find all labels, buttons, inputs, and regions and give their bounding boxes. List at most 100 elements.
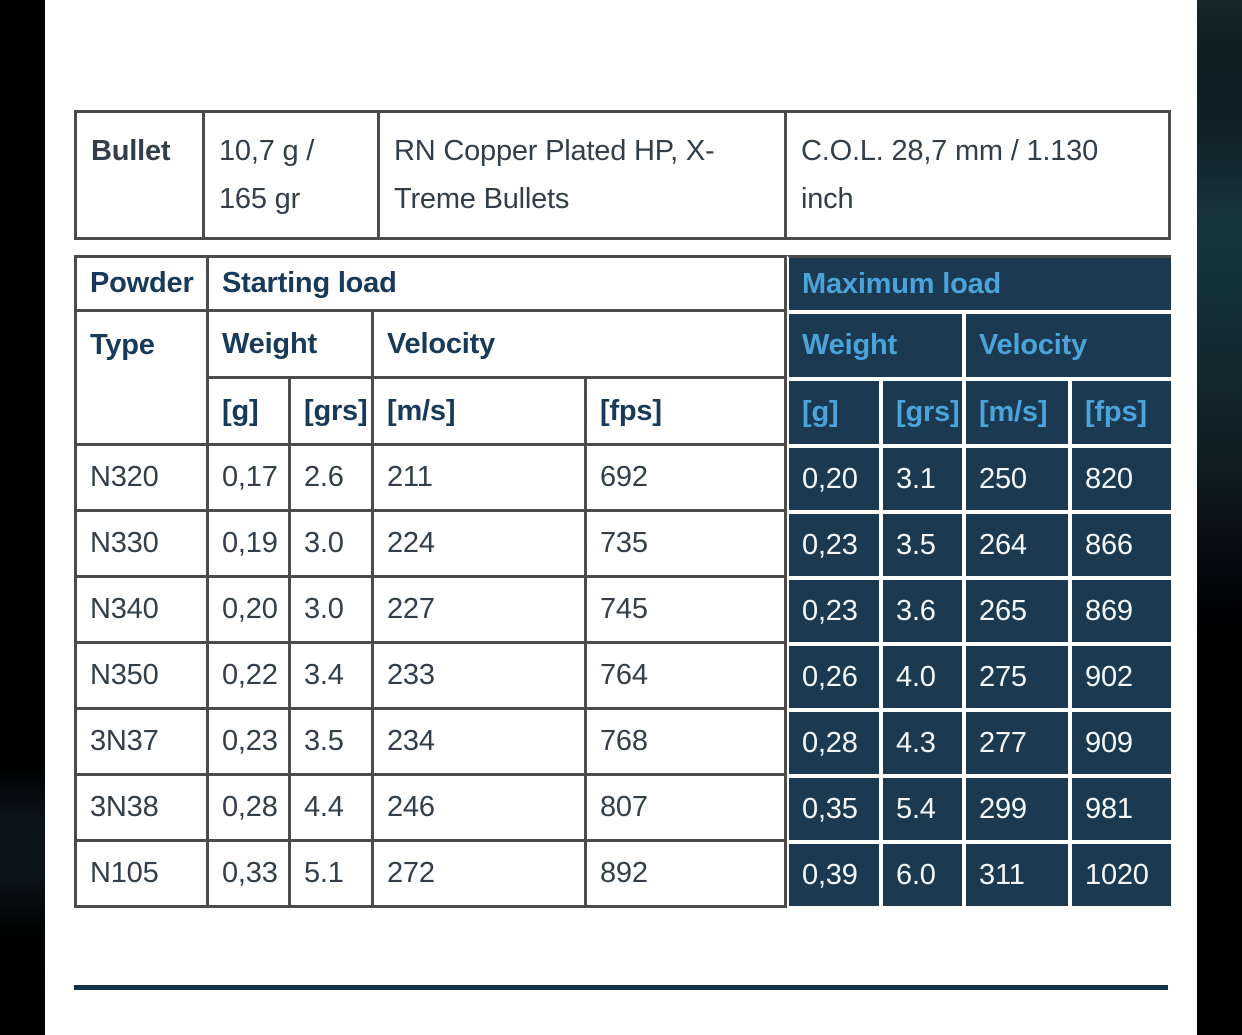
maximum-weight-g-cell: 0,23 xyxy=(787,512,882,578)
starting-velocity-ms-cell: 227 xyxy=(374,578,587,644)
maximum-weight-g-cell: 0,26 xyxy=(787,644,882,710)
powder-type-cell: N320 xyxy=(74,446,209,512)
maximum-velocity-ms-cell: 250 xyxy=(964,446,1071,512)
starting-velocity-fps-cell: 768 xyxy=(587,710,788,776)
starting-weight-g-cell: 0,19 xyxy=(209,512,291,578)
load-table-header-row-1: Powder Starting load Maximum load xyxy=(74,255,1172,312)
starting-unit-ms: [m/s] xyxy=(374,379,587,446)
starting-weight-grs-cell: 3.5 xyxy=(291,710,374,776)
maximum-weight-grs-cell: 3.6 xyxy=(881,578,965,644)
bullet-description: RN Copper Plated HP, X-Treme Bullets xyxy=(380,110,787,240)
load-table-data-row: N320 0,17 2.6 211 692 0,20 3.1 250 820 xyxy=(74,446,1172,512)
load-table-data-row: N105 0,33 5.1 272 892 0,39 6.0 311 1020 xyxy=(74,842,1172,908)
maximum-unit-grs: [grs] xyxy=(881,379,965,446)
load-data-table: Powder Starting load Maximum load Type W… xyxy=(74,255,1172,908)
starting-weight-grs-cell: 5.1 xyxy=(291,842,374,908)
load-table-body: Powder Starting load Maximum load Type W… xyxy=(74,255,1172,908)
maximum-velocity-ms-cell: 264 xyxy=(964,512,1071,578)
starting-velocity-fps-cell: 892 xyxy=(587,842,788,908)
starting-weight-g-cell: 0,23 xyxy=(209,710,291,776)
bullet-weight-value: 10,7 g / 165 gr xyxy=(205,110,380,240)
bullet-info-table: Bullet 10,7 g / 165 gr RN Copper Plated … xyxy=(74,110,1171,240)
maximum-velocity-ms-cell: 311 xyxy=(964,842,1071,908)
maximum-velocity-ms-cell: 265 xyxy=(964,578,1071,644)
starting-load-header: Starting load xyxy=(209,255,788,312)
starting-velocity-header: Velocity xyxy=(374,312,788,379)
load-table-data-row: N330 0,19 3.0 224 735 0,23 3.5 264 866 xyxy=(74,512,1172,578)
maximum-velocity-fps-cell: 981 xyxy=(1070,776,1172,842)
maximum-weight-g-cell: 0,23 xyxy=(787,578,882,644)
maximum-unit-ms: [m/s] xyxy=(964,379,1071,446)
powder-type-cell: N340 xyxy=(74,578,209,644)
starting-unit-fps: [fps] xyxy=(587,379,788,446)
maximum-unit-fps: [fps] xyxy=(1070,379,1172,446)
maximum-weight-header: Weight xyxy=(787,312,965,379)
powder-type-cell: N350 xyxy=(74,644,209,710)
maximum-load-header: Maximum load xyxy=(787,255,1172,312)
starting-velocity-fps-cell: 807 xyxy=(587,776,788,842)
powder-type-cell: N330 xyxy=(74,512,209,578)
maximum-velocity-ms-cell: 275 xyxy=(964,644,1071,710)
starting-weight-grs-cell: 4.4 xyxy=(291,776,374,842)
starting-velocity-ms-cell: 234 xyxy=(374,710,587,776)
maximum-weight-grs-cell: 4.3 xyxy=(881,710,965,776)
load-table-data-row: 3N38 0,28 4.4 246 807 0,35 5.4 299 981 xyxy=(74,776,1172,842)
starting-weight-g-cell: 0,22 xyxy=(209,644,291,710)
right-edge-strip xyxy=(1197,0,1242,1035)
load-table-units-row: [g] [grs] [m/s] [fps] [g] [grs] [m/s] [f… xyxy=(74,379,1172,446)
starting-velocity-fps-cell: 764 xyxy=(587,644,788,710)
bullet-info-row: Bullet 10,7 g / 165 gr RN Copper Plated … xyxy=(74,110,1171,240)
maximum-unit-g: [g] xyxy=(787,379,882,446)
maximum-velocity-fps-cell: 866 xyxy=(1070,512,1172,578)
load-table-data-row: 3N37 0,23 3.5 234 768 0,28 4.3 277 909 xyxy=(74,710,1172,776)
maximum-weight-grs-cell: 6.0 xyxy=(881,842,965,908)
maximum-velocity-ms-cell: 277 xyxy=(964,710,1071,776)
maximum-weight-grs-cell: 5.4 xyxy=(881,776,965,842)
maximum-weight-grs-cell: 4.0 xyxy=(881,644,965,710)
starting-weight-grs-cell: 2.6 xyxy=(291,446,374,512)
starting-velocity-fps-cell: 692 xyxy=(587,446,788,512)
maximum-weight-g-cell: 0,20 xyxy=(787,446,882,512)
starting-weight-g-cell: 0,20 xyxy=(209,578,291,644)
maximum-weight-g-cell: 0,39 xyxy=(787,842,882,908)
bullet-col-length: C.O.L. 28,7 mm / 1.130 inch xyxy=(787,110,1171,240)
starting-velocity-ms-cell: 233 xyxy=(374,644,587,710)
powder-header: Powder xyxy=(74,255,209,312)
starting-velocity-ms-cell: 211 xyxy=(374,446,587,512)
starting-unit-grs: [grs] xyxy=(291,379,374,446)
starting-velocity-ms-cell: 272 xyxy=(374,842,587,908)
maximum-weight-g-cell: 0,35 xyxy=(787,776,882,842)
starting-unit-g: [g] xyxy=(209,379,291,446)
load-table-header-row-2: Type Weight Velocity Weight Velocity xyxy=(74,312,1172,446)
maximum-weight-grs-cell: 3.5 xyxy=(881,512,965,578)
bullet-label: Bullet xyxy=(74,110,205,240)
maximum-weight-g-cell: 0,28 xyxy=(787,710,882,776)
maximum-velocity-fps-cell: 869 xyxy=(1070,578,1172,644)
maximum-velocity-fps-cell: 1020 xyxy=(1070,842,1172,908)
starting-weight-g-cell: 0,33 xyxy=(209,842,291,908)
starting-weight-grs-cell: 3.0 xyxy=(291,578,374,644)
starting-velocity-fps-cell: 745 xyxy=(587,578,788,644)
type-header: Type xyxy=(74,312,209,446)
bottom-separator-line xyxy=(74,985,1168,990)
starting-weight-header: Weight xyxy=(209,312,374,379)
maximum-velocity-fps-cell: 909 xyxy=(1070,710,1172,776)
starting-weight-grs-cell: 3.4 xyxy=(291,644,374,710)
load-table-data-row: N340 0,20 3.0 227 745 0,23 3.6 265 869 xyxy=(74,578,1172,644)
powder-type-cell: 3N38 xyxy=(74,776,209,842)
left-edge-strip xyxy=(0,0,45,1035)
maximum-weight-grs-cell: 3.1 xyxy=(881,446,965,512)
starting-weight-g-cell: 0,28 xyxy=(209,776,291,842)
powder-type-cell: N105 xyxy=(74,842,209,908)
maximum-velocity-fps-cell: 902 xyxy=(1070,644,1172,710)
maximum-velocity-fps-cell: 820 xyxy=(1070,446,1172,512)
powder-type-cell: 3N37 xyxy=(74,710,209,776)
starting-weight-g-cell: 0,17 xyxy=(209,446,291,512)
starting-weight-grs-cell: 3.0 xyxy=(291,512,374,578)
maximum-velocity-header: Velocity xyxy=(964,312,1172,379)
maximum-velocity-ms-cell: 299 xyxy=(964,776,1071,842)
starting-velocity-ms-cell: 224 xyxy=(374,512,587,578)
starting-velocity-ms-cell: 246 xyxy=(374,776,587,842)
load-table-data-row: N350 0,22 3.4 233 764 0,26 4.0 275 902 xyxy=(74,644,1172,710)
